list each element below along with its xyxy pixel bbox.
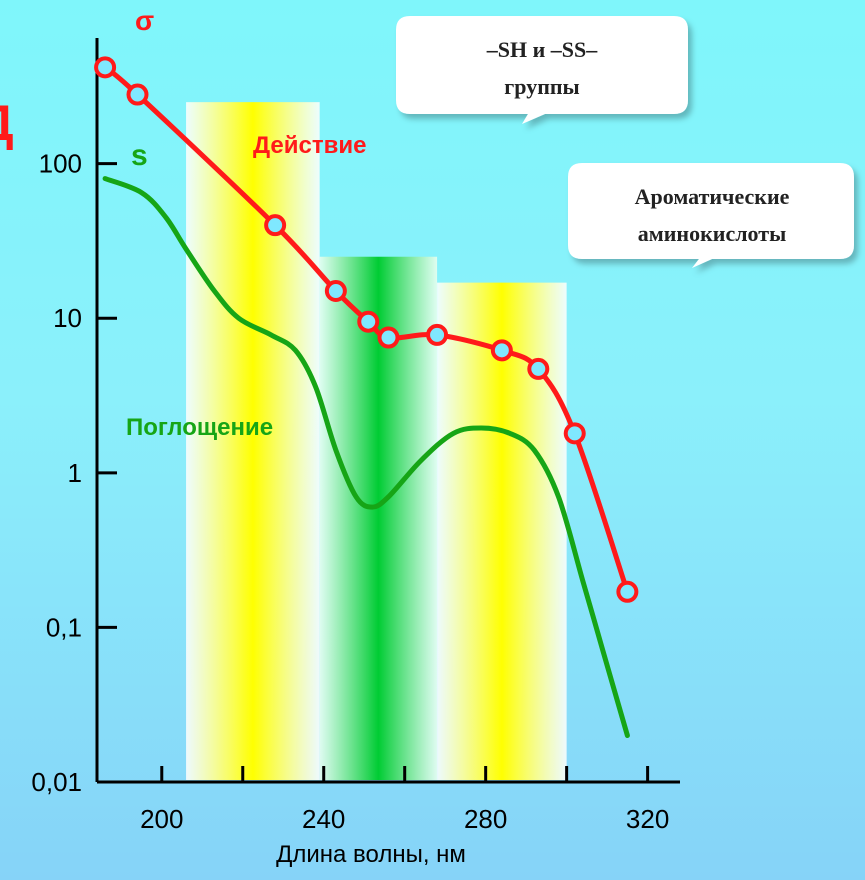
wavelength-bands: [186, 102, 567, 780]
action-data-point: [96, 58, 114, 76]
x-tick-label: 280: [464, 804, 507, 834]
action-series-label: Действие: [253, 132, 366, 159]
x-tick-label: 320: [626, 804, 669, 834]
action-data-point: [428, 326, 446, 344]
y-tick-label: 1: [68, 458, 82, 488]
action-data-point: [493, 341, 511, 359]
y-tick-label: 0,1: [46, 612, 82, 642]
action-data-point: [128, 86, 146, 104]
absorption-series-label: Поглощение: [126, 414, 273, 441]
callout-aromatic: Ароматические аминокислоты: [568, 163, 854, 268]
callout-aromatic-line-2: аминокислоты: [638, 221, 787, 246]
action-data-point: [327, 282, 345, 300]
callout-sh-ss-line-2: группы: [504, 74, 579, 99]
action-data-point: [359, 313, 377, 331]
y-tick-label: 100: [39, 149, 82, 179]
y-tick-label: 0,01: [31, 767, 82, 797]
x-tick-label: 240: [302, 804, 345, 834]
y-tick-label: 10: [53, 303, 82, 333]
action-data-point: [566, 424, 584, 442]
callout-sh-ss-line-1: –SH и –SS–: [486, 37, 598, 62]
action-data-point: [266, 216, 284, 234]
callout-aromatic-line-1: Ароматические: [635, 184, 790, 209]
action-data-point: [618, 583, 636, 601]
y-ticks: 100 10 1 0,1 0,01: [31, 149, 117, 797]
callout-sh-ss: –SH и –SS– группы: [396, 16, 688, 124]
edge-label: Д: [0, 95, 14, 151]
action-data-point: [380, 329, 398, 347]
action-symbol: σ: [135, 5, 154, 36]
x-tick-label: 200: [140, 804, 183, 834]
callout-sh-ss-bubble: [396, 16, 688, 124]
action-data-point: [529, 360, 547, 378]
callout-aromatic-bubble: [568, 163, 854, 268]
absorption-symbol: s: [131, 139, 148, 172]
x-axis-title: Длина волны, нм: [276, 841, 466, 868]
